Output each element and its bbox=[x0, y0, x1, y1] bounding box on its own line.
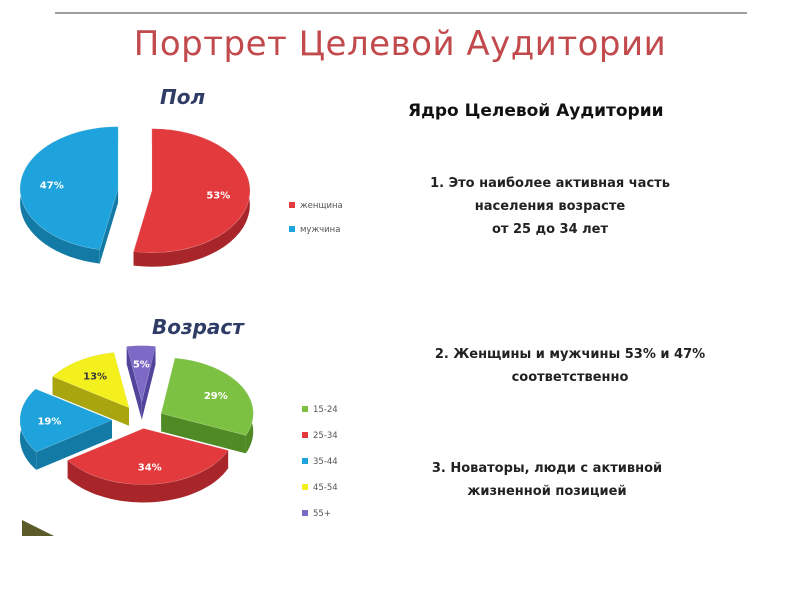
age-chart-title: Возраст bbox=[152, 315, 245, 339]
core-point-2-line-1: 2. Женщины и мужчины 53% и 47% bbox=[434, 347, 706, 362]
slice-cut-0-55+ bbox=[126, 346, 142, 420]
pie-slice-45-54: 13% bbox=[51, 352, 130, 426]
legend-swatch bbox=[289, 226, 295, 232]
slice-value-label: 5% bbox=[133, 360, 150, 371]
core-point-3: 3. Новаторы, люди с активной жизненной п… bbox=[412, 457, 682, 503]
top-rule bbox=[55, 12, 747, 14]
legend-label: 45-54 bbox=[313, 483, 338, 493]
slice-top-15-24 bbox=[160, 357, 254, 436]
core-point-2-line-2: соответственно bbox=[511, 370, 629, 385]
pie-slice-55+: 5% bbox=[126, 345, 156, 420]
slice-side-25-34 bbox=[67, 450, 229, 503]
slice-value-label: 47% bbox=[40, 181, 64, 192]
slice-value-label: 53% bbox=[206, 191, 230, 202]
legend-item-25-34: 25-34 bbox=[302, 431, 338, 441]
gender-legend: женщина мужчина bbox=[289, 201, 343, 235]
legend-item-женщина: женщина bbox=[289, 201, 343, 211]
pie-slice-35-44: 19% bbox=[19, 388, 113, 470]
legend-swatch bbox=[302, 484, 308, 490]
slice-cut-0-45-54 bbox=[52, 376, 129, 426]
age-legend: 15-24 25-34 35-44 45-54 55+ bbox=[302, 405, 338, 519]
slice-value-label: 34% bbox=[138, 462, 162, 473]
slice-side-женщина bbox=[133, 128, 250, 267]
pie-slice-15-24: 29% bbox=[160, 357, 254, 454]
slice-value-label: 29% bbox=[204, 391, 228, 402]
legend-item-мужчина: мужчина bbox=[289, 225, 340, 235]
legend-item-15-24: 15-24 bbox=[302, 405, 338, 415]
core-point-1-line-3: от 25 до 34 лет bbox=[491, 222, 609, 237]
legend-swatch bbox=[302, 432, 308, 438]
legend-swatch bbox=[302, 406, 308, 412]
legend-item-45-54: 45-54 bbox=[302, 483, 338, 493]
legend-label: 25-34 bbox=[313, 431, 338, 441]
age-slices: 5% 13% 29% 19% 34% bbox=[19, 345, 254, 503]
legend-label: 15-24 bbox=[313, 405, 338, 415]
pie-slice-25-34: 34% bbox=[67, 428, 229, 503]
slice-cut-1-55+ bbox=[141, 346, 156, 420]
legend-label: 55+ bbox=[313, 509, 331, 519]
slice-value-label: 19% bbox=[37, 416, 61, 427]
slice-top-мужчина bbox=[19, 126, 119, 250]
slice-cut-0-35-44 bbox=[36, 420, 113, 470]
legend-label: мужчина bbox=[300, 225, 340, 235]
core-point-2: 2. Женщины и мужчины 53% и 47% соответст… bbox=[420, 343, 720, 389]
pie-slice-мужчина: 47% bbox=[19, 126, 119, 264]
legend-swatch bbox=[302, 510, 308, 516]
core-point-1-line-1: 1. Это наиболее активная часть bbox=[430, 176, 670, 191]
legend-swatch bbox=[289, 202, 295, 208]
core-point-3-line-2: жизненной позицией bbox=[467, 484, 627, 499]
pie-slice-женщина: 53% bbox=[133, 128, 251, 267]
core-point-3-line-1: 3. Новаторы, люди с активной bbox=[431, 461, 663, 476]
decorative-wedge bbox=[22, 520, 54, 536]
legend-label: 35-44 bbox=[313, 457, 338, 467]
slice-top-женщина bbox=[133, 128, 251, 253]
core-point-1: 1. Это наиболее активная часть населения… bbox=[405, 172, 695, 241]
legend-label: женщина bbox=[300, 201, 343, 211]
gender-chart-title: Пол bbox=[160, 85, 205, 109]
gender-slices: 47% 53% bbox=[19, 126, 251, 267]
slice-top-25-34 bbox=[67, 428, 229, 485]
slice-value-label: 13% bbox=[83, 372, 107, 383]
core-heading: Ядро Целевой Аудитории bbox=[408, 101, 664, 121]
slice-cut-1-15-24 bbox=[161, 413, 246, 454]
slice-top-45-54 bbox=[51, 352, 130, 409]
core-point-1-line-2: населения возрасте bbox=[474, 199, 626, 214]
legend-item-35-44: 35-44 bbox=[302, 457, 338, 467]
slice-cut-0-мужчина bbox=[99, 188, 119, 264]
legend-swatch bbox=[302, 458, 308, 464]
slice-top-35-44 bbox=[19, 388, 113, 453]
slide-title: Портрет Целевой Аудитории bbox=[133, 24, 667, 64]
legend-item-55+: 55+ bbox=[302, 509, 331, 519]
slice-top-55+ bbox=[126, 345, 156, 403]
